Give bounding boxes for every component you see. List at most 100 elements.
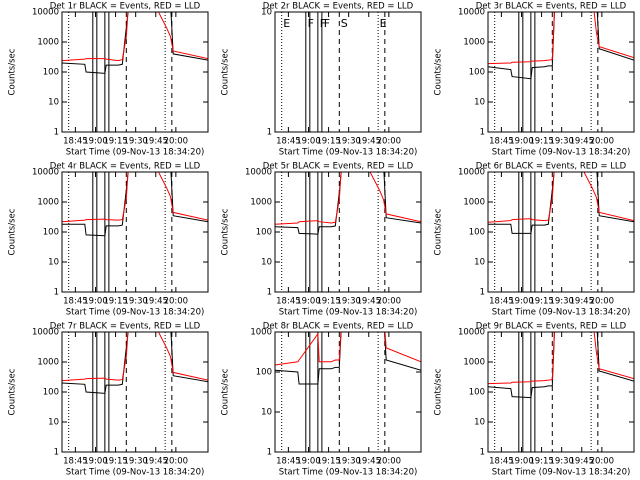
plot-frame: [487, 171, 635, 293]
series-line: [62, 332, 208, 382]
x-tick-label: 19:15: [529, 457, 554, 467]
x-tick-label: 19:30: [336, 297, 361, 307]
x-tick-label: 18:45: [489, 297, 514, 307]
event-label: S: [341, 17, 348, 30]
y-axis-label: Counts/sec: [221, 48, 231, 95]
panel: Det 4r BLACK = Events, RED = LLD Start Ti…: [8, 162, 209, 318]
y-tick-label: 1000: [250, 198, 272, 208]
x-tick-label: 19:45: [357, 457, 382, 467]
series-line: [488, 172, 634, 223]
y-axis-label: Counts/sec: [434, 48, 444, 95]
x-tick-label: 20:00: [590, 137, 615, 147]
y-tick-label: 1000: [250, 328, 272, 338]
series-line: [488, 12, 634, 80]
event-label: E: [283, 17, 290, 30]
plot-frame: [61, 11, 209, 133]
y-tick-label: 10: [261, 408, 272, 418]
plot-frame: [61, 171, 209, 293]
plot-area: [488, 12, 634, 132]
x-tick-label: 19:00: [83, 297, 108, 307]
x-tick-label: 19:45: [144, 137, 169, 147]
y-tick-label: 1000: [37, 38, 59, 48]
series-line: [488, 332, 634, 385]
x-tick-label: 19:30: [549, 457, 574, 467]
y-tick-label: 10000: [32, 168, 59, 178]
plot-frame: [274, 11, 422, 133]
x-axis-label: Start Time (09-Nov-13 18:34:20): [279, 148, 418, 158]
panel: Det 5r BLACK = Events, RED = LLD Start Ti…: [221, 162, 422, 318]
event-label: F: [320, 17, 326, 30]
series-line: [488, 172, 634, 234]
series-line: [62, 172, 208, 223]
y-tick-label: 1000: [463, 198, 485, 208]
panel-title: Det 3r BLACK = Events, RED = LLD: [476, 2, 627, 12]
y-tick-label: 10: [48, 258, 59, 268]
x-axis-label: Start Time (09-Nov-13 18:34:20): [492, 148, 631, 158]
y-axis-label: Counts/sec: [434, 208, 444, 255]
y-axis-label: Counts/sec: [434, 368, 444, 415]
y-tick-label: 100: [469, 68, 485, 78]
panel-title: Det 6r BLACK = Events, RED = LLD: [476, 162, 627, 172]
plot-frame: [274, 171, 422, 293]
plot-area: [62, 332, 208, 452]
x-tick-label: 20:00: [164, 137, 189, 147]
x-axis-label: Start Time (09-Nov-13 18:34:20): [66, 148, 205, 158]
x-tick-label: 18:45: [63, 457, 88, 467]
y-tick-label: 100: [256, 368, 272, 378]
x-tick-label: 20:00: [590, 457, 615, 467]
y-axis-label: Counts/sec: [221, 368, 231, 415]
x-tick-label: 19:00: [296, 457, 321, 467]
y-tick-label: 1: [267, 128, 272, 138]
panel: Det 6r BLACK = Events, RED = LLD Start Ti…: [434, 162, 635, 318]
x-tick-label: 19:30: [123, 137, 148, 147]
x-tick-label: 19:30: [336, 137, 361, 147]
y-tick-label: 1: [480, 448, 485, 458]
plot-frame: [61, 331, 209, 453]
x-tick-label: 18:45: [276, 457, 301, 467]
y-tick-label: 10000: [245, 168, 272, 178]
y-tick-label: 10000: [458, 168, 485, 178]
panel-title: Det 2r BLACK = Events, RED = LLD: [263, 2, 414, 12]
plot-frame: [274, 331, 422, 453]
y-tick-label: 100: [469, 228, 485, 238]
panel: Det 8r BLACK = Events, RED = LLD Start Ti…: [221, 322, 422, 478]
x-axis-label: Start Time (09-Nov-13 18:34:20): [279, 308, 418, 318]
event-label: E: [380, 17, 387, 30]
x-tick-label: 19:00: [296, 297, 321, 307]
plot-frame: [487, 11, 635, 133]
y-tick-label: 1: [54, 128, 59, 138]
y-axis-label: Counts/sec: [8, 48, 18, 95]
plot-area: [488, 172, 634, 292]
y-tick-label: 10: [261, 8, 272, 18]
x-tick-label: 19:00: [509, 457, 534, 467]
x-tick-label: 19:15: [316, 137, 341, 147]
x-tick-label: 19:15: [529, 137, 554, 147]
y-tick-label: 10: [48, 418, 59, 428]
y-tick-label: 100: [256, 228, 272, 238]
panel-title: Det 1r BLACK = Events, RED = LLD: [50, 2, 201, 12]
x-tick-label: 19:15: [103, 457, 128, 467]
y-tick-label: 10000: [32, 328, 59, 338]
x-tick-label: 19:30: [123, 457, 148, 467]
y-tick-label: 10000: [458, 328, 485, 338]
x-tick-label: 19:30: [336, 457, 361, 467]
panel: Det 3r BLACK = Events, RED = LLD Start Ti…: [434, 2, 635, 158]
series-line: [488, 12, 634, 65]
x-tick-label: 19:00: [83, 457, 108, 467]
x-tick-label: 19:15: [316, 457, 341, 467]
y-tick-label: 1: [267, 448, 272, 458]
x-tick-label: 19:30: [123, 297, 148, 307]
x-tick-label: 19:15: [103, 137, 128, 147]
series-line: [275, 172, 421, 225]
panel-title: Det 4r BLACK = Events, RED = LLD: [50, 162, 201, 172]
panel: Det 7r BLACK = Events, RED = LLD Start Ti…: [8, 322, 209, 478]
plot-area: [275, 172, 421, 292]
x-tick-label: 20:00: [164, 457, 189, 467]
y-tick-label: 10: [474, 418, 485, 428]
x-tick-label: 19:45: [570, 297, 595, 307]
x-axis-label: Start Time (09-Nov-13 18:34:20): [492, 468, 631, 478]
x-tick-label: 18:45: [489, 457, 514, 467]
x-tick-label: 19:45: [144, 297, 169, 307]
plot-area: [62, 172, 208, 292]
x-tick-label: 19:45: [570, 457, 595, 467]
